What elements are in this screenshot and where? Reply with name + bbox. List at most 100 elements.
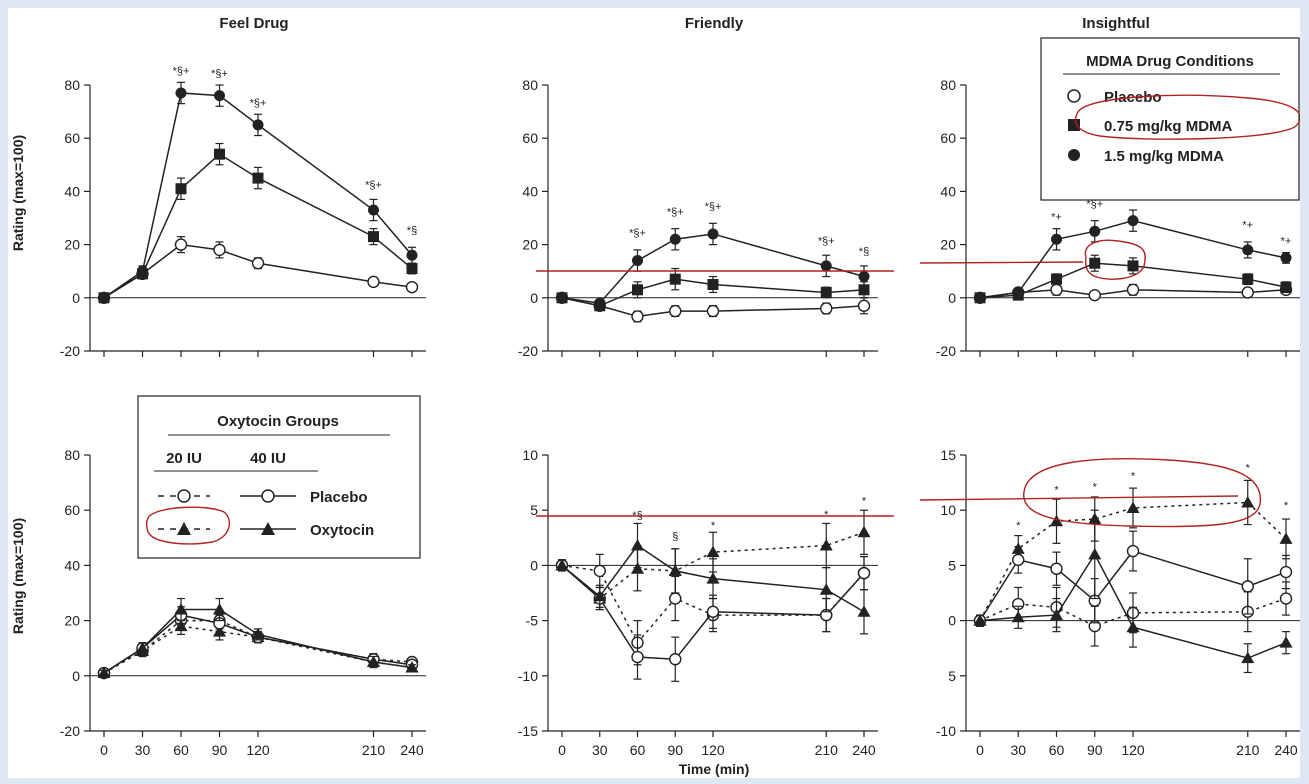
- data-point: [669, 233, 681, 245]
- data-point: [973, 614, 987, 626]
- y-tick-label: 20: [64, 613, 80, 629]
- significance-label: *§+: [667, 206, 684, 218]
- significance-label: *: [1093, 481, 1098, 493]
- y-tick-label: 60: [940, 130, 956, 146]
- y-tick-label: -10: [936, 723, 956, 739]
- data-point: [1127, 260, 1139, 272]
- data-point: [631, 539, 644, 551]
- data-point: [820, 302, 833, 315]
- legend-mdma: MDMA Drug Conditions Placebo 0.75 mg/kg …: [1040, 37, 1300, 201]
- data-point: [406, 263, 418, 275]
- data-point: [707, 279, 719, 290]
- y-tick-label: -20: [518, 343, 538, 359]
- data-point: [1050, 608, 1063, 621]
- data-point: [1241, 651, 1255, 664]
- legend-40-oxy-marker: [261, 522, 275, 535]
- data-point: [819, 539, 833, 551]
- x-tick-label: 30: [1010, 742, 1026, 758]
- x-tick-label: 0: [558, 742, 566, 758]
- significance-label: *+: [1051, 212, 1062, 224]
- data-point: [669, 592, 682, 605]
- significance-label: §: [672, 531, 678, 543]
- data-point: [857, 299, 871, 312]
- data-point: [1088, 288, 1101, 302]
- y-tick-label: 0: [72, 290, 80, 306]
- data-point: [1088, 547, 1102, 560]
- x-tick-label: 30: [135, 742, 151, 758]
- data-point: [593, 589, 607, 602]
- data-point: [1126, 283, 1140, 297]
- data-point: [406, 249, 418, 261]
- data-point: [1241, 286, 1254, 299]
- data-point: [819, 583, 833, 595]
- y-tick-label: -20: [936, 343, 956, 359]
- y-tick-label: 80: [64, 77, 80, 93]
- significance-label: *: [1131, 470, 1136, 482]
- data-point: [214, 148, 225, 160]
- data-point: [214, 90, 225, 102]
- data-point: [368, 204, 379, 216]
- legend-075-label: 0.75 mg/kg MDMA: [1104, 118, 1233, 135]
- significance-label: *§+: [818, 236, 835, 248]
- x-tick-label: 210: [815, 742, 839, 758]
- y-tick-label: 80: [522, 77, 538, 93]
- red-circle-insightful-squares: [1084, 239, 1146, 280]
- data-point: [1089, 225, 1101, 237]
- legend-oxy-placebo-label: Placebo: [310, 489, 368, 506]
- data-point: [1050, 283, 1063, 297]
- data-point: [1279, 532, 1293, 544]
- y-tick-label: 15: [940, 447, 956, 463]
- legend-placebo-marker: [1067, 89, 1081, 103]
- series-line: [103, 243, 413, 299]
- red-annotations: [145, 94, 1300, 545]
- data-point: [631, 650, 644, 664]
- series-40-iu-oxytocin: [97, 597, 419, 679]
- data-point: [405, 280, 419, 294]
- data-point: [174, 619, 188, 632]
- data-point: [1051, 273, 1062, 285]
- significance-label: *§+: [211, 68, 228, 80]
- legend-col-40: 40 IU: [250, 450, 286, 467]
- significance-label: *§+: [365, 180, 382, 192]
- data-point: [1012, 553, 1025, 567]
- y-axis-label-bottom: Rating (max=100): [10, 518, 26, 634]
- y-tick-label: 60: [64, 502, 80, 518]
- x-tick-label: 90: [212, 742, 228, 758]
- data-point: [593, 564, 606, 578]
- data-point: [1012, 286, 1024, 298]
- y-tick-label: 60: [64, 130, 80, 146]
- y-tick-label: 10: [940, 502, 956, 518]
- y-tick-label: -10: [518, 668, 538, 684]
- x-tick-label: 30: [592, 742, 608, 758]
- data-point: [974, 292, 986, 304]
- data-point: [1242, 244, 1254, 256]
- y-tick-label: 40: [64, 183, 80, 199]
- significance-label: *: [1016, 520, 1021, 532]
- x-tick-label: 120: [1121, 742, 1145, 758]
- data-point: [1279, 636, 1293, 648]
- legend-40-placebo-marker: [261, 489, 275, 503]
- legend-075-marker: [1068, 119, 1080, 131]
- legend-15-label: 1.5 mg/kg MDMA: [1104, 148, 1224, 165]
- significance-label: *+: [1242, 220, 1253, 232]
- data-point: [1011, 610, 1025, 623]
- y-tick-label: 0: [948, 613, 956, 629]
- y-tick-label: 20: [64, 237, 80, 253]
- data-point: [1279, 565, 1293, 579]
- panel-3: -20 0 20 40 60 80 0 30 60 90 120 210 240: [60, 447, 426, 758]
- significance-label: *§+: [250, 97, 267, 109]
- data-point: [632, 255, 643, 267]
- y-tick-label: 10: [522, 447, 538, 463]
- y-tick-label: 5: [530, 502, 538, 518]
- data-point: [1051, 233, 1062, 245]
- data-point: [174, 238, 188, 251]
- red-circle-insightful-oxytocin: [1023, 458, 1262, 528]
- x-tick-label: 90: [1087, 742, 1103, 758]
- y-tick-label: 0: [948, 290, 956, 306]
- series-40-iu-oxytocin: [555, 522, 871, 635]
- data-point: [1126, 544, 1140, 558]
- data-point: [405, 661, 419, 673]
- red-circle-legend-075: [1074, 94, 1300, 140]
- data-point: [555, 558, 569, 571]
